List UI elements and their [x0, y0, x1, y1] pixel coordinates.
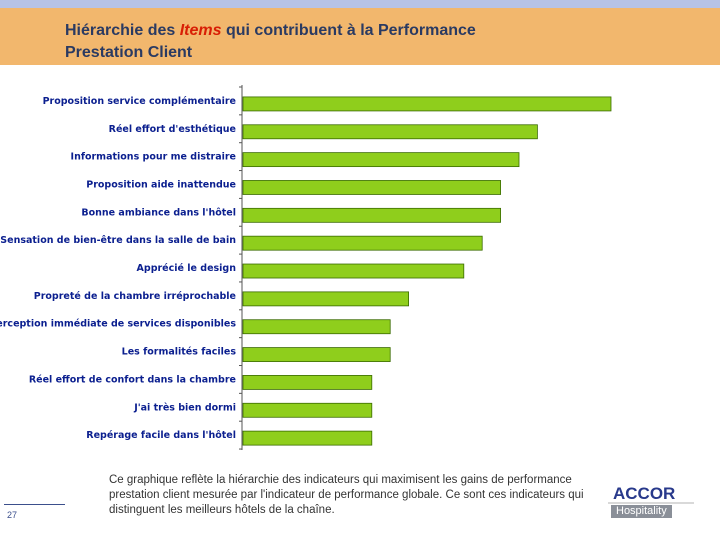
category-label: Informations pour me distraire [71, 152, 236, 163]
category-label: Repérage facile dans l'hôtel [86, 430, 236, 441]
title-text-2: qui contribuent à la Performance [221, 22, 476, 39]
bar [242, 152, 520, 168]
category-label: Perception immédiate de services disponi… [0, 319, 236, 330]
bar [242, 402, 373, 418]
category-label: J'ai très bien dormi [133, 402, 236, 413]
accor-logo: ACCOR Hospitality [608, 484, 698, 520]
top-accent-strip [0, 0, 720, 8]
bar [242, 180, 502, 195]
category-label: Réel effort d'esthétique [109, 124, 236, 135]
category-label: Les formalités faciles [122, 347, 237, 358]
category-label: Réel effort de confort dans la chambre [29, 374, 236, 385]
bar [242, 319, 391, 335]
title-highlight: Items [179, 22, 222, 39]
logo-brand: ACCOR [613, 484, 676, 503]
bar [242, 263, 465, 279]
page-number: 27 [7, 510, 18, 520]
logo-divider [608, 502, 694, 504]
bar-chart: Proposition service complémentaire Réel e… [0, 85, 612, 450]
title-band [0, 8, 720, 65]
bar [242, 124, 538, 140]
category-label: Proposition service complémentaire [43, 96, 236, 107]
footer-divider [4, 504, 65, 505]
bar [242, 430, 373, 446]
category-label: Bonne ambiance dans l'hôtel [81, 207, 236, 218]
bar [242, 207, 502, 223]
bar [242, 96, 612, 112]
logo-subtitle: Hospitality [611, 505, 672, 518]
bar [242, 291, 410, 307]
chart-caption: Ce graphique reflète la hiérarchie des i… [109, 474, 584, 516]
title-line-2: Prestation Client [65, 44, 193, 61]
category-label: Propreté de la chambre irréprochable [34, 291, 236, 302]
category-label: Proposition aide inattendue [86, 179, 236, 190]
bar [242, 235, 483, 251]
category-label: Sensation de bien-être dans la salle de … [0, 235, 236, 246]
bar [242, 375, 373, 390]
title-text-1: Hiérarchie des [65, 22, 180, 39]
slide-title: Hiérarchie des Items qui contribuent à l… [65, 20, 476, 64]
category-label: Apprécié le design [137, 263, 237, 274]
bar [242, 347, 391, 362]
